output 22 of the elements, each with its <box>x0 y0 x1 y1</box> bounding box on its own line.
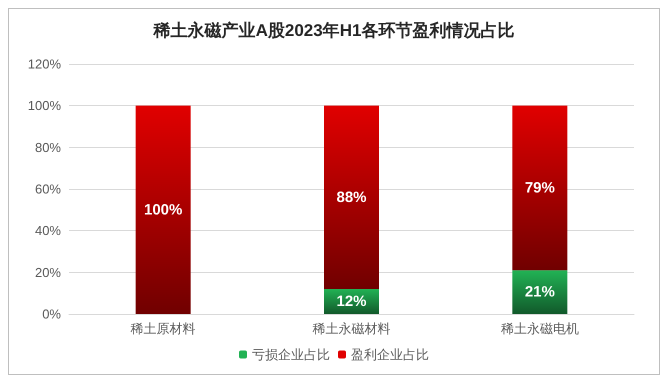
y-tick-label: 60% <box>34 182 62 196</box>
y-tick-label: 80% <box>34 140 62 155</box>
bar <box>136 106 191 314</box>
data-label: 21% <box>524 284 555 301</box>
y-tick-label: 100% <box>28 98 62 114</box>
x-tick-label: 稀土永磁材料 <box>312 321 390 336</box>
data-label: 79% <box>524 179 555 196</box>
y-tick-label: 120% <box>28 56 62 72</box>
bar <box>512 270 568 314</box>
bar <box>324 106 379 289</box>
legend-label: 盈利企业占比 <box>351 347 429 362</box>
data-label: 100% <box>144 201 182 218</box>
bar <box>512 106 568 270</box>
x-tick-label: 稀土原材料 <box>130 321 196 336</box>
data-label: 12% <box>336 293 367 310</box>
data-label: 88% <box>336 188 367 206</box>
chart-title: 稀土永磁产业A股2023年H1各环节盈利情况占比 <box>152 21 514 40</box>
legend-label: 亏损企业占比 <box>252 347 330 362</box>
y-tick-label: 0% <box>42 306 62 322</box>
x-tick-label: 稀土永磁电机 <box>500 321 579 336</box>
y-tick-label: 40% <box>34 223 62 238</box>
y-tick-label: 20% <box>34 264 62 280</box>
